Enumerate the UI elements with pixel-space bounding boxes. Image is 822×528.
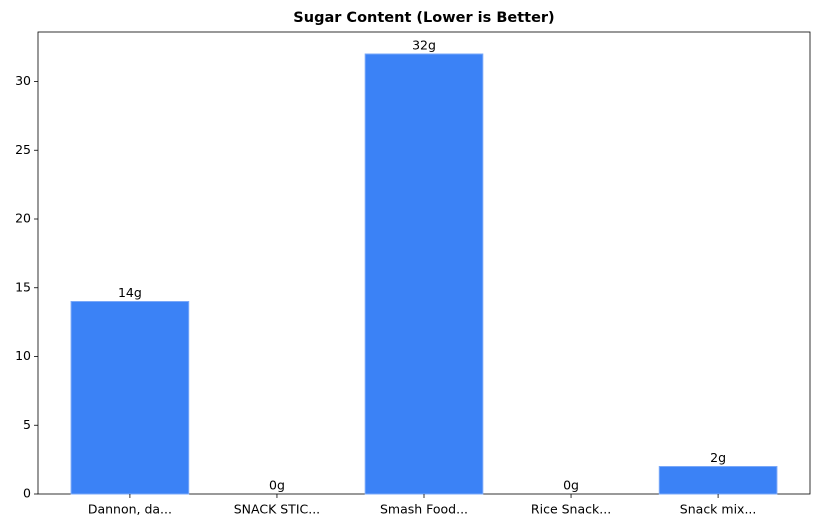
value-label: 0g [563,478,579,493]
y-tick-label: 30 [15,73,31,88]
y-tick-label: 25 [15,142,31,157]
value-label: 32g [412,38,436,53]
x-tick-label: Smash Food... [380,502,468,517]
x-tick-label: SNACK STIC... [234,502,320,517]
y-tick-label: 20 [15,211,31,226]
bar [70,301,190,495]
y-tick-label: 5 [23,417,31,432]
value-label: 0g [269,478,285,493]
bar [658,466,778,495]
chart-title: Sugar Content (Lower is Better) [293,10,554,26]
value-label: 14g [118,285,142,300]
bar [364,53,484,495]
x-tick-label: Dannon, da... [88,502,172,517]
y-tick-label: 15 [15,279,31,294]
x-tick-label: Rice Snack... [531,502,611,517]
y-tick-label: 0 [23,486,31,501]
x-tick-label: Snack mix... [680,502,757,517]
y-tick-label: 10 [15,348,31,363]
value-label: 2g [710,450,726,465]
